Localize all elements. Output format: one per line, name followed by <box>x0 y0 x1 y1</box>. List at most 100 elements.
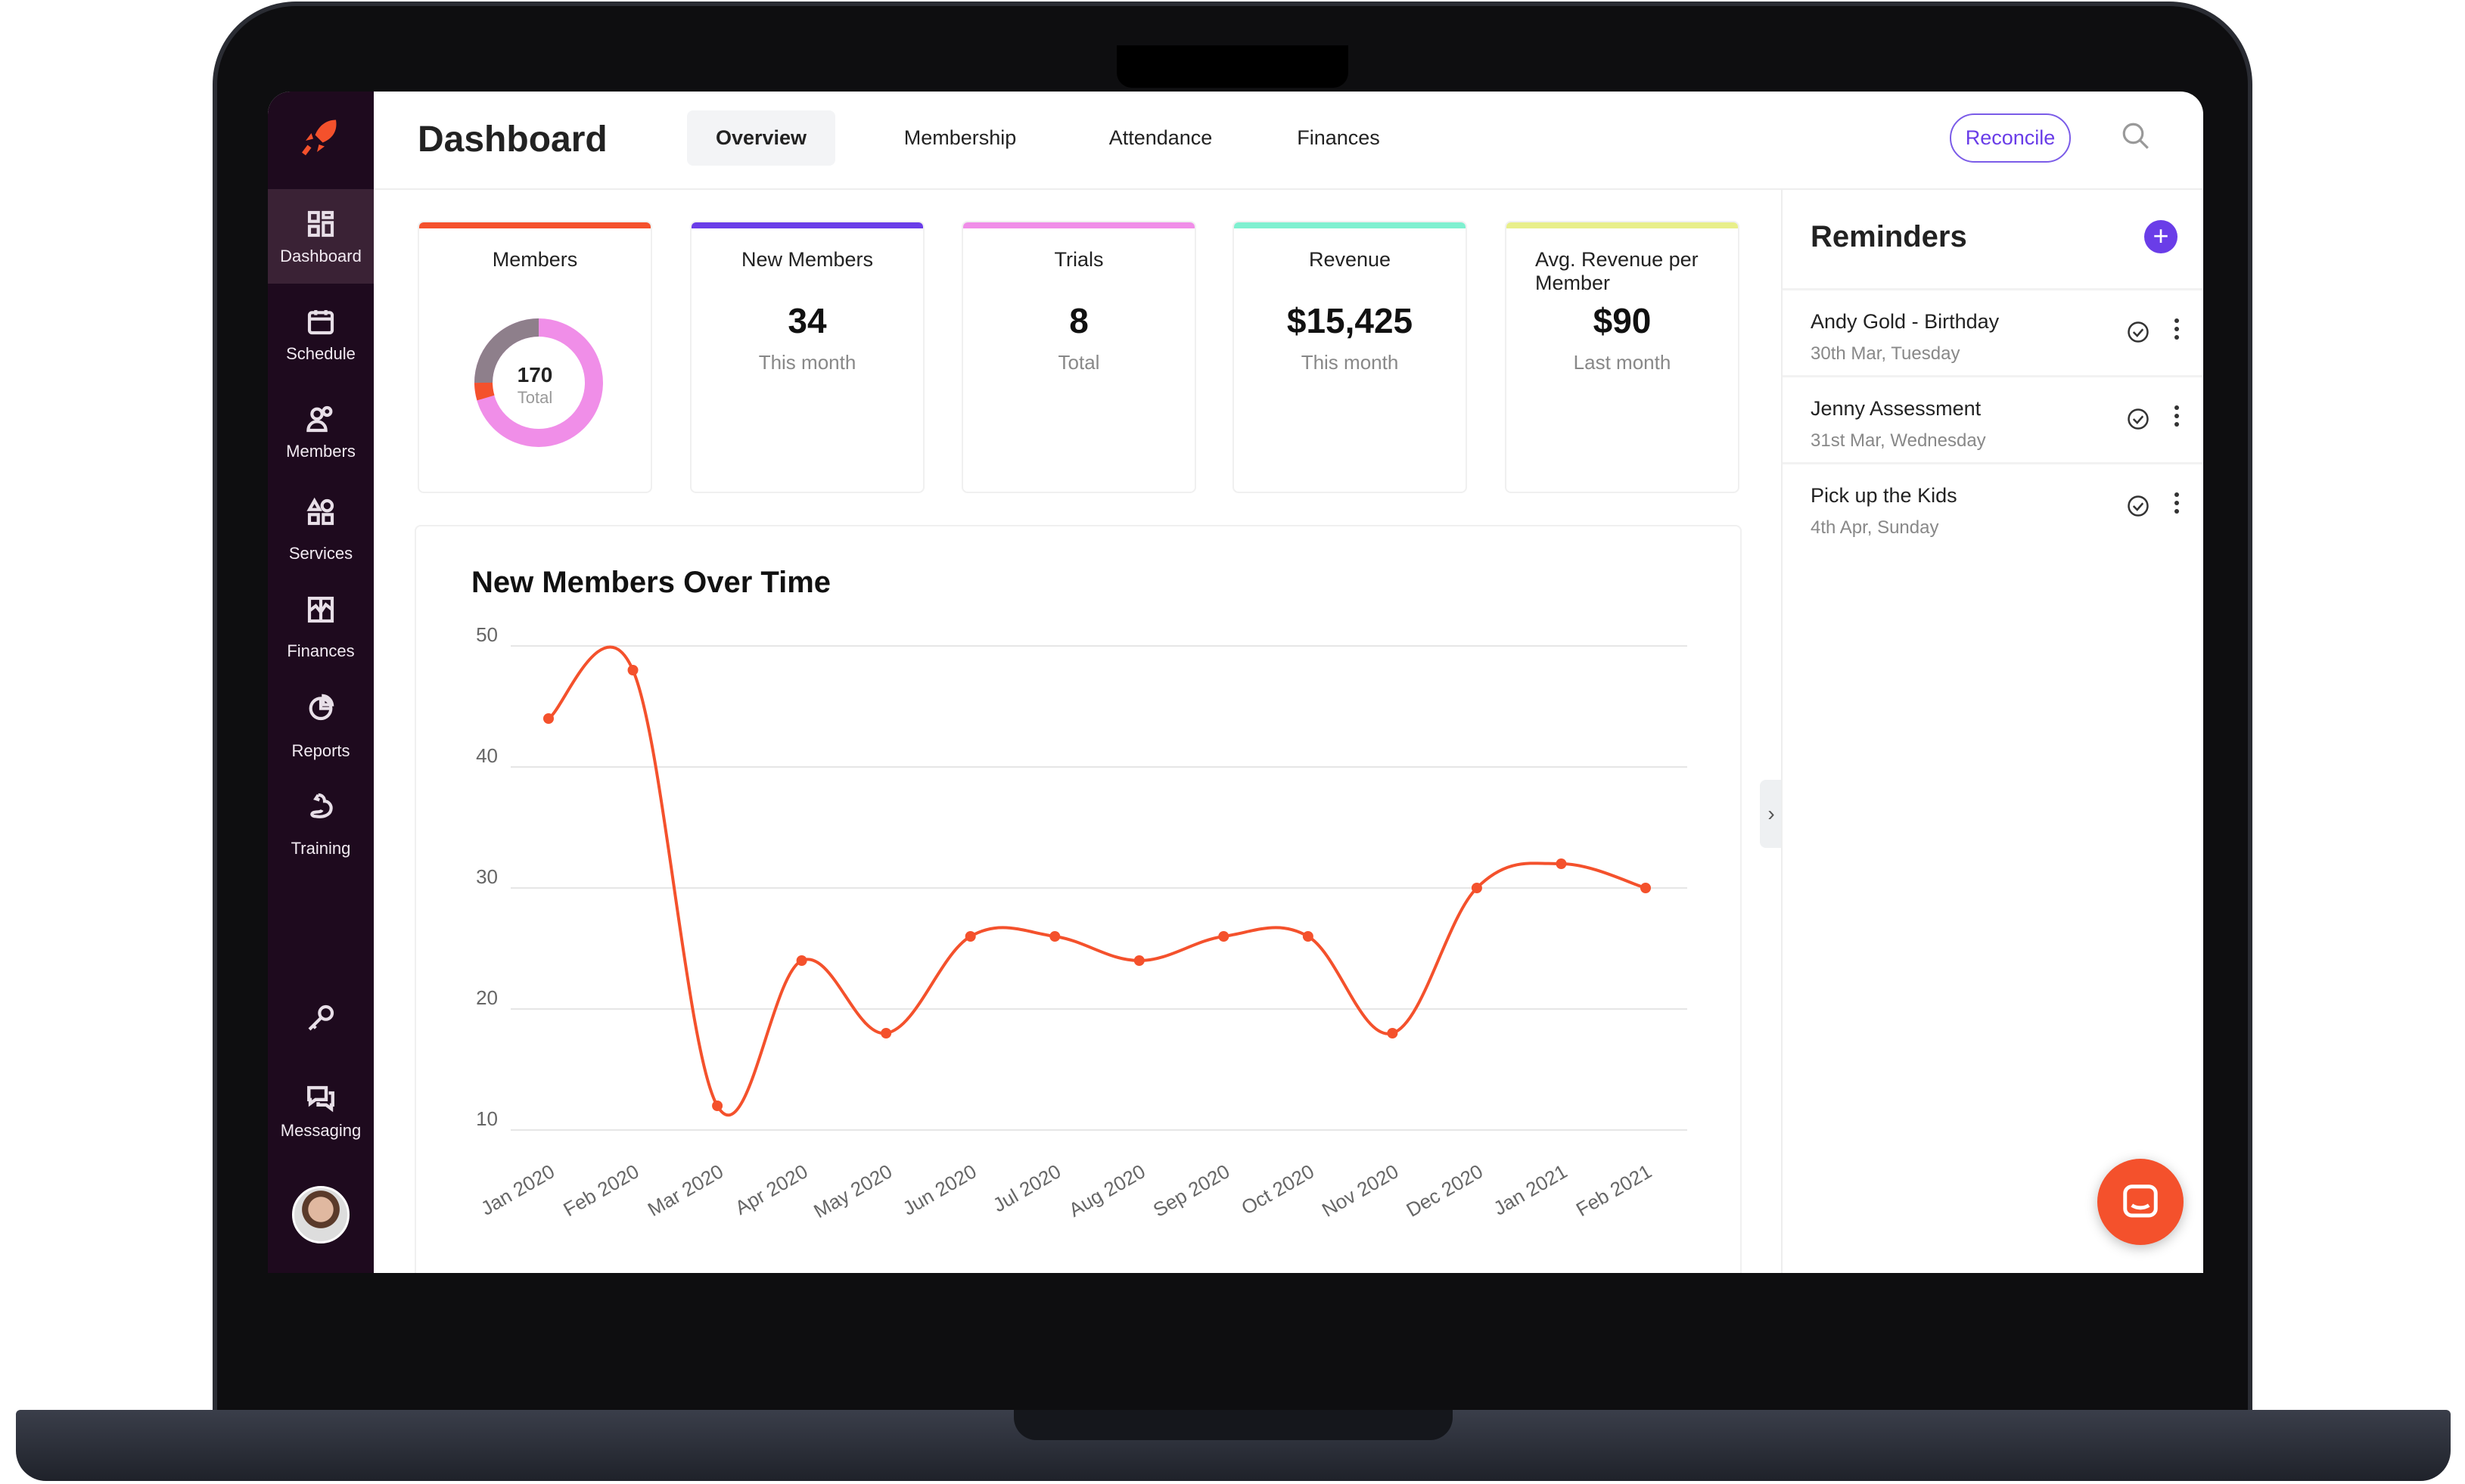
rocket-icon <box>302 120 337 156</box>
donut-segment-gray <box>474 318 539 383</box>
y-tick-label: 20 <box>476 986 498 1009</box>
grid-icon <box>307 210 334 238</box>
card-title: Revenue <box>1308 248 1391 271</box>
sidebar-label: Members <box>286 442 356 461</box>
sidebar-label: Training <box>291 839 351 858</box>
sidebar-label: Schedule <box>286 344 356 363</box>
card-subtitle: Total <box>1058 351 1100 374</box>
card-new-members: New Members 34 This month <box>690 221 925 493</box>
page-title: Dashboard <box>418 120 608 160</box>
check-circle-icon[interactable] <box>2127 408 2149 430</box>
more-options-icon[interactable] <box>2174 492 2179 514</box>
sidebar-label: Messaging <box>280 1121 362 1140</box>
card-title: Members <box>492 248 578 271</box>
chat-support-button[interactable] <box>2097 1159 2184 1245</box>
users-icon <box>306 405 333 433</box>
card-value: 8 <box>1069 301 1089 340</box>
check-circle-icon[interactable] <box>2127 495 2149 517</box>
reminder-item[interactable]: Jenny Assessment 31st Mar, Wednesday <box>1783 375 2203 462</box>
arm-icon <box>310 793 333 818</box>
avatar[interactable] <box>292 1186 350 1243</box>
x-tick-label: Jun 2020 <box>899 1160 981 1219</box>
card-value: $90 <box>1593 301 1652 340</box>
x-tick-label: Dec 2020 <box>1403 1160 1487 1222</box>
card-accent <box>419 222 651 228</box>
settings-key-button[interactable] <box>268 1003 374 1037</box>
data-point <box>1133 955 1145 966</box>
data-point <box>1387 1028 1398 1038</box>
add-reminder-button[interactable]: + <box>2144 220 2177 253</box>
x-tick-label: Nov 2020 <box>1318 1160 1402 1222</box>
x-tick-label: Jan 2020 <box>477 1160 558 1219</box>
reminder-date: 30th Mar, Tuesday <box>1811 343 1960 364</box>
x-tick-label: Feb 2021 <box>1572 1160 1655 1221</box>
data-point <box>1302 931 1313 942</box>
sidebar-label: Finances <box>287 641 355 660</box>
tab-overview[interactable]: Overview <box>687 110 835 166</box>
check-circle-icon[interactable] <box>2127 321 2149 343</box>
chart-card: New Members Over Time 10 20 30 40 50 Jan 2020… <box>415 525 1742 1273</box>
data-point <box>1640 883 1651 893</box>
x-tick-label: Apr 2020 <box>731 1160 811 1219</box>
reconcile-button[interactable]: Reconcile <box>1950 113 2071 163</box>
sidebar-label: Dashboard <box>280 247 362 265</box>
tab-membership[interactable]: Membership <box>903 126 1017 149</box>
data-point <box>712 1101 723 1111</box>
laptop-base-notch <box>1014 1410 1453 1440</box>
members-total-label: Total <box>517 388 553 407</box>
x-tick-label: Mar 2020 <box>644 1160 727 1221</box>
card-members: Members 170 Total <box>418 221 652 493</box>
x-tick-label: Feb 2020 <box>559 1160 642 1221</box>
data-point <box>965 931 976 942</box>
app-screen: Dashboard Schedule Members Services Fina… <box>268 92 2203 1273</box>
more-options-icon[interactable] <box>2174 405 2179 427</box>
members-total-value: 170 <box>517 363 553 387</box>
x-tick-label: Sep 2020 <box>1149 1160 1233 1222</box>
data-point <box>796 955 807 966</box>
card-subtitle: This month <box>758 351 856 374</box>
search-icon[interactable] <box>2120 120 2152 152</box>
chevron-right-icon: › <box>1767 802 1775 825</box>
collapse-panel-button[interactable]: › <box>1760 780 1783 848</box>
y-tick-label: 40 <box>476 744 498 767</box>
tab-attendance[interactable]: Attendance <box>1108 126 1213 149</box>
members-donut <box>474 318 603 447</box>
x-tick-label: Jan 2021 <box>1490 1160 1571 1219</box>
donut-segment-red <box>474 382 495 401</box>
sidebar-label: Services <box>288 544 353 563</box>
line-chart: 10 20 30 40 50 Jan 2020 Feb 2020 Mar 2020 Apr 20… <box>476 623 1687 1222</box>
card-title: New Members <box>741 248 874 271</box>
sidebar-label: Reports <box>291 741 350 760</box>
x-tick-label: Jul 2020 <box>989 1160 1065 1216</box>
reminder-title: Jenny Assessment <box>1811 397 1982 420</box>
sidebar: Dashboard Schedule Members Services Fina… <box>268 92 374 1273</box>
reminders-title: Reminders <box>1811 220 1967 253</box>
card-trials: Trials 8 Total <box>962 221 1196 493</box>
reminder-title: Andy Gold - Birthday <box>1811 310 2000 333</box>
plus-icon: + <box>2153 220 2169 251</box>
card-title: Trials <box>1054 248 1104 271</box>
series-line <box>547 645 1646 1116</box>
data-point <box>543 713 554 724</box>
shapes-icon <box>306 497 334 526</box>
card-value: $15,425 <box>1286 301 1413 340</box>
data-point <box>627 665 639 675</box>
card-title: Avg. Revenue per Member <box>1535 248 1699 294</box>
reminder-date: 4th Apr, Sunday <box>1811 517 1939 538</box>
y-tick-label: 10 <box>476 1107 498 1130</box>
x-tick-label: Aug 2020 <box>1065 1160 1149 1222</box>
reminder-item[interactable]: Pick up the Kids 4th Apr, Sunday <box>1783 462 2203 549</box>
chart-title: New Members Over Time <box>471 566 832 599</box>
y-tick-label: 50 <box>476 623 498 646</box>
more-options-icon[interactable] <box>2174 318 2179 340</box>
calendar-icon <box>307 310 334 335</box>
logo[interactable] <box>268 114 374 163</box>
tab-finances[interactable]: Finances <box>1297 126 1380 149</box>
data-point <box>1471 883 1482 893</box>
card-avg-revenue: Avg. Revenue per Member $90 Last month <box>1505 221 1739 493</box>
card-subtitle: Last month <box>1573 351 1671 374</box>
x-tick-label: Oct 2020 <box>1237 1160 1317 1219</box>
chat-icon <box>307 1085 334 1113</box>
chat-bubble-icon <box>2123 1184 2158 1218</box>
reminder-item[interactable]: Andy Gold - Birthday 30th Mar, Tuesday <box>1783 288 2203 375</box>
